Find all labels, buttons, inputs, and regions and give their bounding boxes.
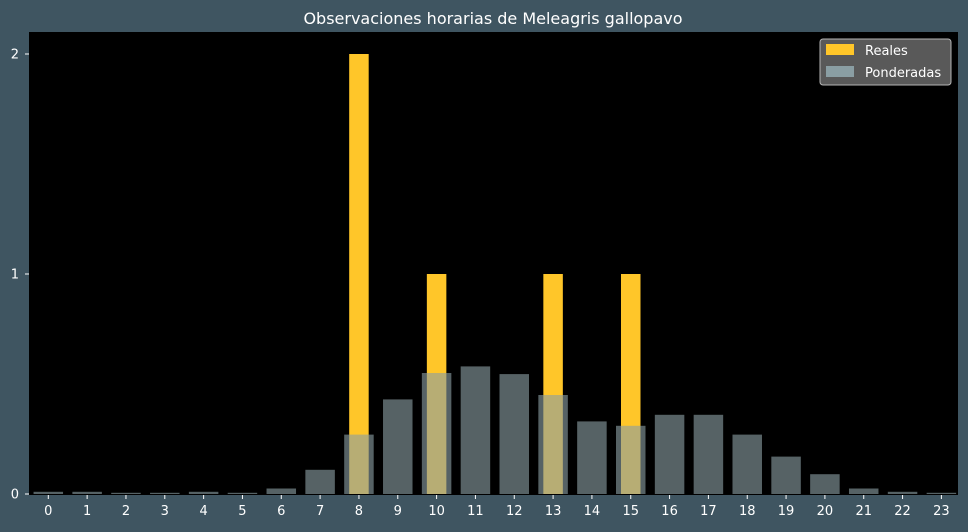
bar-ponderadas-13 bbox=[538, 395, 568, 494]
bar-ponderadas-4 bbox=[188, 491, 219, 494]
bar-ponderadas-3 bbox=[150, 492, 180, 494]
x-tick-label-10: 10 bbox=[428, 504, 445, 519]
x-tick-label-11: 11 bbox=[467, 504, 484, 519]
y-tick-label-2: 2 bbox=[11, 48, 19, 63]
legend-swatch-ponderadas bbox=[826, 66, 854, 77]
bar-ponderadas-17 bbox=[693, 414, 724, 494]
bar-ponderadas-5 bbox=[227, 492, 258, 494]
bar-ponderadas-21 bbox=[848, 488, 879, 494]
bar-ponderadas-6 bbox=[266, 488, 297, 494]
bar-ponderadas-19 bbox=[771, 456, 801, 494]
x-tick-label-9: 9 bbox=[394, 504, 402, 519]
x-tick-label-1: 1 bbox=[83, 504, 91, 519]
x-tick-label-0: 0 bbox=[44, 504, 52, 519]
plot-area bbox=[29, 32, 958, 495]
legend-label-reales: Reales bbox=[865, 44, 908, 59]
bar-ponderadas-22 bbox=[887, 491, 918, 494]
bar-ponderadas-9 bbox=[383, 399, 413, 494]
x-tick-label-13: 13 bbox=[545, 504, 562, 519]
x-tick-label-22: 22 bbox=[894, 504, 911, 519]
legend-label-ponderadas: Ponderadas bbox=[865, 66, 941, 81]
x-tick-label-8: 8 bbox=[355, 504, 363, 519]
bar-ponderadas-18 bbox=[732, 434, 762, 494]
bar-ponderadas-16 bbox=[654, 414, 685, 494]
bar-ponderadas-11 bbox=[460, 366, 491, 494]
chart-title: Observaciones horarias de Meleagris gall… bbox=[303, 9, 682, 28]
x-axis: 0 1 2 3 4 5 6 7 8 9 10 11 12 13 14 15 16 17 18 19 20 21 22 23 bbox=[44, 495, 950, 519]
bars-ponderadas bbox=[33, 366, 957, 494]
x-tick-label-21: 21 bbox=[855, 504, 872, 519]
x-tick-label-19: 19 bbox=[778, 504, 795, 519]
x-tick-label-2: 2 bbox=[122, 504, 130, 519]
x-tick-label-3: 3 bbox=[161, 504, 169, 519]
x-tick-label-6: 6 bbox=[277, 504, 285, 519]
x-tick-label-14: 14 bbox=[584, 504, 601, 519]
bar-ponderadas-14 bbox=[577, 421, 607, 494]
bar-ponderadas-23 bbox=[926, 492, 957, 494]
bar-ponderadas-8 bbox=[344, 434, 374, 494]
x-tick-label-18: 18 bbox=[739, 504, 756, 519]
bar-ponderadas-20 bbox=[810, 474, 840, 494]
x-tick-label-16: 16 bbox=[661, 504, 678, 519]
bar-ponderadas-10 bbox=[421, 373, 452, 494]
y-axis: 0 1 2 bbox=[11, 48, 29, 503]
x-tick-label-4: 4 bbox=[199, 504, 207, 519]
bar-ponderadas-0 bbox=[33, 491, 64, 494]
bar-reales-8 bbox=[349, 54, 369, 494]
legend-swatch-reales bbox=[826, 44, 854, 55]
bar-ponderadas-1 bbox=[72, 491, 102, 494]
bar-ponderadas-12 bbox=[499, 374, 530, 494]
x-tick-label-15: 15 bbox=[622, 504, 639, 519]
bar-ponderadas-7 bbox=[305, 469, 335, 494]
x-tick-label-17: 17 bbox=[700, 504, 717, 519]
x-tick-label-7: 7 bbox=[316, 504, 324, 519]
x-tick-label-12: 12 bbox=[506, 504, 523, 519]
x-tick-label-20: 20 bbox=[817, 504, 834, 519]
y-tick-label-0: 0 bbox=[11, 488, 19, 503]
bar-ponderadas-15 bbox=[616, 425, 646, 494]
x-tick-label-23: 23 bbox=[933, 504, 950, 519]
legend: Reales Ponderadas bbox=[819, 38, 952, 86]
y-tick-label-1: 1 bbox=[11, 268, 19, 283]
bar-ponderadas-2 bbox=[111, 492, 141, 494]
x-tick-label-5: 5 bbox=[238, 504, 246, 519]
